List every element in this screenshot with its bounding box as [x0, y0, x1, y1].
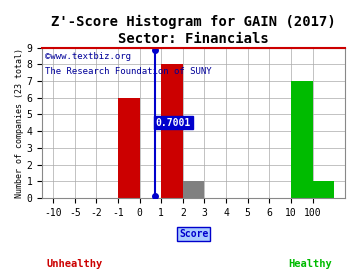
Text: ©www.textbiz.org: ©www.textbiz.org: [45, 52, 131, 61]
Y-axis label: Number of companies (23 total): Number of companies (23 total): [15, 48, 24, 198]
Bar: [118, 98, 140, 198]
Text: Unhealthy: Unhealthy: [47, 259, 103, 269]
Bar: [161, 64, 183, 198]
Text: 0.7001: 0.7001: [156, 118, 191, 128]
Bar: [312, 181, 334, 198]
Bar: [291, 81, 312, 198]
Title: Z'-Score Histogram for GAIN (2017)
Sector: Financials: Z'-Score Histogram for GAIN (2017) Secto…: [51, 15, 336, 46]
Bar: [183, 181, 204, 198]
Text: The Research Foundation of SUNY: The Research Foundation of SUNY: [45, 67, 212, 76]
Text: Healthy: Healthy: [288, 259, 332, 269]
X-axis label: Score: Score: [179, 229, 208, 239]
